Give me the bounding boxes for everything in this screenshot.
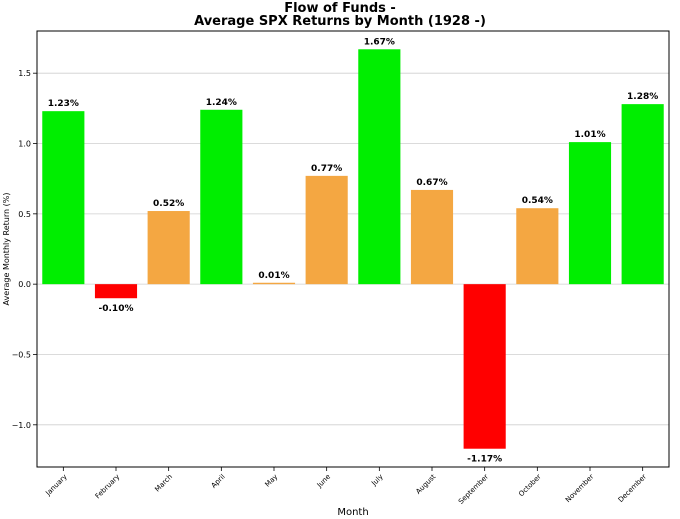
bar-october: [516, 208, 559, 285]
data-label-november: 1.01%: [574, 130, 605, 140]
bar-july: [358, 49, 401, 285]
bar-january: [42, 111, 85, 285]
y-axis-label: Average Monthly Return (%): [2, 193, 11, 306]
y-tick-label: 0.0: [18, 280, 31, 289]
y-tick-label: 1.5: [18, 69, 31, 78]
y-tick-label: −0.5: [12, 350, 31, 359]
x-tick-label: November: [564, 473, 595, 504]
bar-august: [410, 189, 454, 285]
data-label-august: 0.67%: [416, 178, 447, 188]
y-tick-label: −1.0: [12, 421, 31, 430]
plot-frame: [36, 30, 670, 468]
y-tick-label: 0.5: [18, 210, 31, 219]
x-tick-label: August: [414, 473, 437, 496]
x-tick-label: January: [44, 473, 69, 498]
data-label-february: -0.10%: [99, 304, 134, 314]
x-tick-label: December: [617, 473, 648, 504]
x-tick-label: March: [153, 473, 174, 494]
x-tick-label: July: [369, 473, 384, 488]
data-label-july: 1.67%: [364, 37, 395, 47]
bar-may: [252, 282, 296, 285]
x-tick-label: April: [210, 473, 227, 490]
x-tick-label: February: [94, 473, 122, 501]
data-label-september: -1.17%: [467, 455, 502, 465]
x-axis-label: Month: [337, 507, 368, 518]
data-label-october: 0.54%: [522, 196, 553, 206]
bar-september: [463, 284, 506, 449]
x-tick-label: June: [315, 473, 332, 490]
data-label-may: 0.01%: [258, 271, 289, 281]
data-label-december: 1.28%: [627, 92, 658, 102]
x-tick-label: May: [264, 473, 280, 489]
data-label-march: 0.52%: [153, 199, 184, 209]
bar-june: [305, 175, 348, 285]
data-label-april: 1.24%: [206, 98, 237, 108]
bar-april: [200, 109, 243, 285]
chart-title-line2: Average SPX Returns by Month (1928 -): [194, 14, 486, 29]
x-tick-label: September: [457, 473, 490, 506]
data-label-january: 1.23%: [48, 99, 79, 109]
bar-march: [147, 211, 190, 285]
bar-december: [621, 104, 664, 285]
data-label-june: 0.77%: [311, 164, 342, 174]
x-tick-label: October: [517, 473, 543, 499]
bar-february: [94, 284, 138, 299]
bar-november: [568, 142, 612, 285]
chart-title-line1: Flow of Funds -: [284, 1, 396, 16]
y-tick-label: 1.0: [18, 140, 31, 149]
